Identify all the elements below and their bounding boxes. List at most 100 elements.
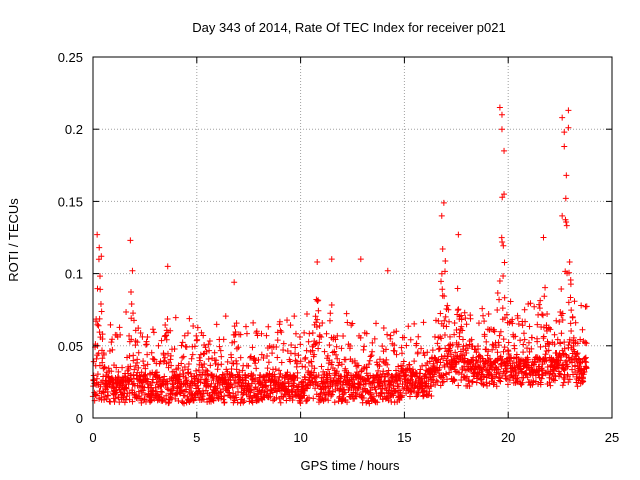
data-point (391, 348, 398, 355)
data-point (527, 300, 534, 307)
data-point (547, 326, 554, 333)
data-point (287, 350, 294, 357)
data-point (294, 374, 301, 381)
data-point (203, 367, 210, 374)
chart-title: Day 343 of 2014, Rate Of TEC Index for r… (192, 20, 505, 35)
data-point (364, 388, 371, 395)
data-point (371, 335, 378, 342)
data-point (565, 342, 572, 349)
data-point (228, 381, 235, 388)
data-point (501, 294, 508, 301)
data-point (161, 354, 168, 361)
data-point (307, 382, 314, 389)
data-point (113, 364, 120, 371)
data-point (172, 314, 179, 321)
data-point (388, 379, 395, 386)
data-point (150, 376, 157, 383)
data-point (475, 320, 482, 327)
data-point (326, 342, 333, 348)
data-point (183, 386, 190, 393)
data-point (97, 301, 104, 308)
data-point (101, 363, 108, 370)
data-point (528, 334, 535, 341)
data-point (550, 366, 557, 373)
data-point (130, 352, 137, 359)
data-point (123, 393, 130, 400)
data-point (578, 302, 585, 309)
data-point (519, 379, 526, 386)
data-point (387, 332, 394, 339)
data-point (285, 378, 292, 385)
data-point (574, 350, 581, 357)
data-point (564, 373, 571, 380)
data-point (186, 315, 193, 322)
data-point (401, 334, 408, 341)
data-point (484, 352, 491, 359)
data-point (323, 330, 330, 337)
data-point (558, 285, 565, 292)
data-point (360, 381, 367, 388)
data-point (309, 347, 316, 354)
data-point (287, 358, 294, 365)
data-point (278, 359, 285, 366)
data-point (429, 347, 436, 354)
data-point (231, 279, 238, 286)
data-point (437, 310, 444, 317)
data-point (295, 352, 302, 359)
data-point (372, 386, 379, 393)
data-point (185, 360, 192, 367)
data-point (101, 396, 108, 403)
data-point (302, 364, 309, 371)
data-point (117, 331, 124, 338)
data-point (193, 367, 200, 374)
data-point (127, 237, 134, 244)
data-point (556, 370, 563, 377)
data-point (385, 367, 392, 374)
data-point (315, 307, 322, 314)
data-point (90, 358, 97, 365)
data-point (97, 286, 104, 293)
data-point (200, 350, 207, 357)
data-point (393, 351, 400, 358)
data-point (195, 367, 202, 374)
data-point (314, 298, 321, 305)
y-tick-label: 0.1 (65, 267, 83, 282)
data-point (96, 244, 103, 251)
data-point (188, 388, 195, 395)
data-point (447, 341, 454, 348)
data-point (355, 362, 362, 369)
data-point (561, 345, 568, 352)
data-point (118, 386, 125, 393)
data-point (569, 314, 576, 321)
data-point (249, 399, 256, 406)
data-point (179, 354, 186, 361)
data-point (196, 354, 203, 361)
data-point (331, 399, 338, 406)
data-point (519, 322, 526, 329)
data-point (551, 331, 558, 338)
data-point (310, 395, 317, 402)
data-point (255, 356, 262, 363)
data-point (507, 354, 514, 361)
data-point (546, 341, 553, 348)
data-point (128, 336, 135, 343)
data-point (580, 378, 587, 385)
data-point (294, 360, 301, 367)
data-point (583, 359, 590, 366)
data-point (200, 396, 207, 403)
data-point (94, 231, 101, 238)
data-point (322, 384, 329, 391)
data-point (502, 375, 509, 382)
data-point (339, 397, 346, 404)
data-point (455, 382, 462, 389)
data-point (434, 340, 441, 347)
data-point (340, 333, 347, 340)
data-point (273, 394, 280, 401)
data-point (243, 330, 250, 337)
data-point (280, 340, 287, 347)
data-point (497, 361, 504, 368)
data-point (208, 372, 215, 379)
data-point (513, 351, 520, 358)
data-point (321, 348, 328, 355)
data-point (218, 393, 225, 400)
